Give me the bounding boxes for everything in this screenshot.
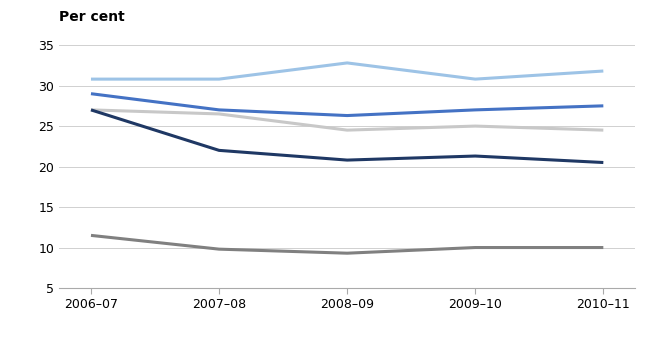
Line: Regional: Regional	[91, 63, 603, 79]
Line: Large shire: Large shire	[91, 94, 603, 116]
Large shire	[343, 113, 351, 118]
Small shire	[215, 148, 223, 152]
Inner metropolitan	[472, 245, 479, 249]
Regional	[215, 77, 223, 81]
Outer metropolitan	[472, 124, 479, 128]
Text: Per cent: Per cent	[59, 10, 124, 24]
Inner metropolitan	[215, 247, 223, 251]
Line: Small shire: Small shire	[91, 110, 603, 162]
Small shire	[599, 160, 607, 164]
Outer metropolitan	[599, 128, 607, 132]
Outer metropolitan	[343, 128, 351, 132]
Line: Inner metropolitan: Inner metropolitan	[91, 235, 603, 253]
Small shire	[343, 158, 351, 162]
Outer metropolitan	[215, 112, 223, 116]
Large shire	[87, 92, 95, 96]
Large shire	[472, 108, 479, 112]
Large shire	[599, 104, 607, 108]
Inner metropolitan	[87, 233, 95, 237]
Regional	[599, 69, 607, 73]
Outer metropolitan	[87, 108, 95, 112]
Inner metropolitan	[343, 251, 351, 255]
Regional	[472, 77, 479, 81]
Line: Outer metropolitan: Outer metropolitan	[91, 110, 603, 130]
Regional	[343, 61, 351, 65]
Regional	[87, 77, 95, 81]
Large shire	[215, 108, 223, 112]
Small shire	[87, 108, 95, 112]
Inner metropolitan	[599, 245, 607, 249]
Small shire	[472, 154, 479, 158]
